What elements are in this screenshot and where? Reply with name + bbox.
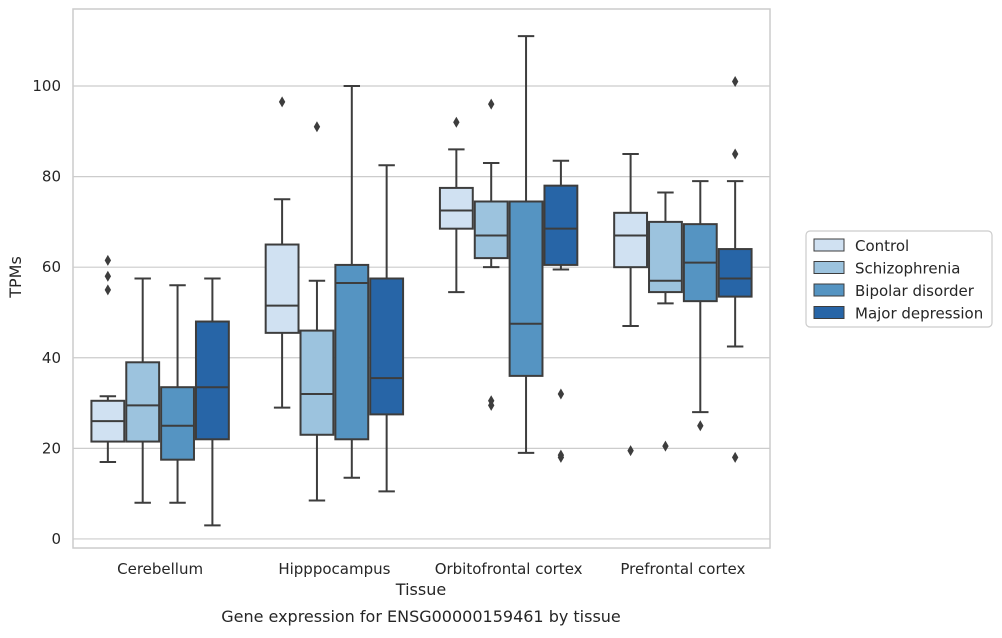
legend-swatch-1 <box>813 261 845 274</box>
outlier-point-1 <box>104 270 112 282</box>
outlier-point-1 <box>488 395 495 407</box>
x-tick-labels: Cerebellum Hipppocampus Orbitofrontal cort… <box>117 560 745 578</box>
box-1-1 <box>299 121 335 502</box>
box-0-3 <box>194 277 230 527</box>
outlier-point-0 <box>627 445 634 457</box>
legend: Control Schizophrenia Bipolar disorder Majo… <box>805 230 993 328</box>
x-tick-label-2: Orbitofrontal cortex <box>435 560 583 578</box>
box-0-2 <box>160 284 195 504</box>
outlier-point-2 <box>557 388 565 400</box>
box-body <box>369 277 405 416</box>
y-tick-label-1: 20 <box>42 439 61 457</box>
legend-label-0: Control <box>855 237 909 255</box>
box-body <box>334 263 370 441</box>
frame-layer <box>72 8 771 549</box>
outlier-point-1 <box>557 449 565 461</box>
box-1-2 <box>334 85 370 479</box>
y-tick-label-3: 60 <box>42 258 61 276</box>
box-body <box>473 200 509 260</box>
legend-frame <box>805 230 993 328</box>
box-layer <box>90 35 753 527</box>
box-2-1 <box>473 98 509 411</box>
outlier-point-0 <box>662 440 669 452</box>
outlier-point-0 <box>313 121 321 133</box>
outlier-point-2 <box>731 75 739 87</box>
x-tick-label-1: Hipppocampus <box>278 560 390 578</box>
outlier-point-0 <box>453 116 460 128</box>
box-3-3 <box>717 75 753 463</box>
box-1-3 <box>369 164 405 493</box>
outlier-point-0 <box>278 96 286 108</box>
outlier-point-0 <box>104 284 112 296</box>
box-body <box>264 243 300 334</box>
y-tick-label-5: 100 <box>32 77 61 95</box>
box-body <box>717 248 753 298</box>
x-axis-label: Tissue <box>395 580 446 599</box>
y-tick-label-2: 40 <box>42 349 61 367</box>
plot-frame <box>72 8 771 549</box>
y-tick-label-0: 0 <box>51 530 61 548</box>
chart-caption: Gene expression for ENSG00000159461 by t… <box>221 607 621 626</box>
outlier-point-0 <box>731 451 739 463</box>
box-body <box>613 211 649 269</box>
outlier-point-1 <box>731 148 739 160</box>
box-2-3 <box>543 159 579 463</box>
box-body <box>194 320 230 441</box>
y-axis-label: TPMs <box>6 256 25 299</box>
legend-label-1: Schizophrenia <box>855 260 960 278</box>
y-tick-labels: 0 20 40 60 80 100 <box>32 77 61 548</box>
box-body <box>508 200 544 377</box>
legend-swatch-3 <box>813 306 845 319</box>
box-body <box>125 361 161 443</box>
box-3-2 <box>682 180 718 432</box>
legend-swatch-0 <box>813 238 845 252</box>
legend-swatch-2 <box>813 283 845 297</box>
box-body <box>438 186 474 230</box>
x-tick-label-0: Cerebellum <box>117 560 203 578</box>
outlier-point-2 <box>104 254 112 266</box>
box-2-2 <box>508 35 544 454</box>
box-body <box>299 329 335 436</box>
y-tick-label-4: 80 <box>42 168 61 186</box>
outlier-point-0 <box>697 420 704 432</box>
box-1-0 <box>264 96 300 409</box>
box-body <box>543 184 579 266</box>
legend-label-2: Bipolar disorder <box>855 282 975 300</box>
box-2-0 <box>438 116 474 294</box>
box-3-1 <box>648 191 683 452</box>
legend-label-3: Major depression <box>855 305 983 323</box>
box-0-1 <box>125 277 161 504</box>
x-tick-label-3: Prefrontal cortex <box>620 560 745 578</box>
box-body <box>160 386 195 461</box>
outlier-point-2 <box>488 98 495 110</box>
box-0-0 <box>90 254 126 463</box>
box-3-0 <box>613 152 649 457</box>
